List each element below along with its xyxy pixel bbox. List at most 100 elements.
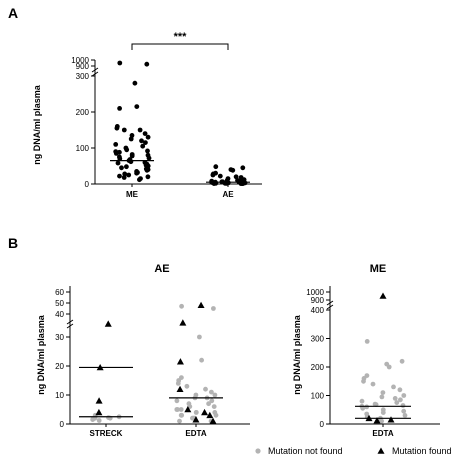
panel-b-point-not-found — [178, 407, 184, 412]
panel-b-letter: B — [8, 235, 18, 251]
panel-c-point-not-found — [359, 398, 365, 404]
panel-a-data-point — [124, 164, 129, 170]
panel-b-point-not-found — [211, 404, 217, 409]
panel-c-y-tick-label: 100 — [311, 392, 325, 401]
panel-a-data-point — [113, 142, 119, 147]
panel-b-axis-break — [66, 319, 74, 329]
panel-b-point-not-found — [96, 418, 102, 423]
panel-a-data-point — [119, 165, 124, 171]
panel-b-point-not-found — [175, 381, 181, 386]
panel-a-y-tick-label: 300 — [76, 72, 90, 81]
panel-b-point-found — [95, 397, 103, 404]
panel-b-point-not-found — [211, 306, 216, 311]
panel-a-data-point — [143, 140, 148, 146]
panel-a-data-point — [145, 134, 151, 140]
legend-not-found-label: Mutation not found — [268, 446, 343, 456]
panel-b-y-tick-label: 10 — [55, 391, 64, 400]
panel-a-data-point — [240, 165, 246, 171]
panel-c-point-not-found — [399, 358, 405, 364]
panel-b-point-found — [184, 406, 192, 413]
panel-c-y-label: ng DNA/ml plasma — [292, 314, 302, 395]
panel-c-point-not-found — [400, 403, 406, 408]
panel-c-y-tick-label: 400 — [311, 306, 325, 315]
panel-c-point-not-found — [397, 387, 403, 393]
panel-b-title: AE — [154, 263, 169, 275]
panel-a-data-point — [146, 155, 152, 161]
panel-c-y-tick-label: 900 — [311, 296, 325, 305]
panel-b-y-tick-label: 60 — [55, 288, 64, 297]
panel-b-y-tick-label: 30 — [55, 333, 64, 342]
panel-a-data-point — [117, 60, 123, 66]
panel-c-y-tick-label: 300 — [311, 335, 325, 344]
panel-a-y-tick-label: 200 — [76, 108, 90, 117]
panel-c-point-not-found — [379, 394, 385, 400]
panel-b-point-found — [206, 411, 214, 419]
panel-b-point-not-found — [174, 398, 180, 404]
panel-a-data-point — [142, 131, 148, 137]
panel-a-data-point — [213, 164, 219, 170]
panel-c-point-not-found — [391, 384, 396, 390]
legend-not-found-marker — [255, 448, 261, 454]
panel-b-point-not-found — [177, 418, 182, 424]
panel-a-category-label: AE — [222, 190, 234, 199]
panel-b-point-found — [201, 408, 209, 416]
panel-b-point-not-found — [206, 401, 212, 407]
panel-b-category-label: EDTA — [185, 429, 206, 438]
panel-a-data-point — [122, 171, 128, 177]
panel-a-data-point — [134, 170, 140, 176]
panel-c-point-not-found — [361, 378, 366, 384]
panel-b-point-not-found — [203, 386, 208, 392]
panel-b-point-not-found — [199, 357, 205, 363]
panel-b-point-not-found — [179, 303, 185, 309]
panel-a-data-point — [117, 106, 122, 111]
panel-c-point-not-found — [380, 390, 386, 395]
panel-a-data-point — [132, 80, 138, 86]
panel-b-y-tick-label: 50 — [55, 299, 64, 308]
panel-c-point-not-found — [401, 393, 407, 398]
panel-a-data-point — [117, 173, 122, 179]
panel-a-y-tick-label: 100 — [76, 144, 90, 153]
significance-bracket — [131, 43, 229, 50]
panel-a-y-tick-label: 900 — [76, 62, 90, 71]
panel-b-point-not-found — [212, 392, 218, 398]
panel-b-point-found — [176, 358, 184, 365]
panel-c-point-not-found — [401, 408, 407, 414]
panel-a-data-point — [144, 167, 150, 173]
panel-c-point-not-found — [402, 413, 408, 418]
panel-a-y-tick-label: 0 — [85, 180, 90, 189]
panel-c-y-tick-label: 0 — [320, 420, 325, 429]
panel-b-point-found — [176, 385, 184, 392]
panel-a-data-point — [128, 136, 134, 142]
panel-c-point-not-found — [386, 364, 392, 370]
panel-a-data-point — [115, 160, 121, 166]
panel-a-data-point — [139, 138, 144, 144]
panel-a-letter: A — [8, 5, 18, 21]
panel-c-point-not-found — [380, 410, 386, 415]
panel-b-y-tick-label: 20 — [55, 362, 64, 371]
panel-b-point-found — [95, 408, 103, 416]
panel-b-point-found — [192, 416, 200, 423]
panel-a-y-tick-label: 1000 — [71, 56, 89, 65]
panel-b-category-label: STRECK — [90, 429, 123, 438]
panel-c-point-found — [387, 416, 395, 423]
legend-found-marker — [377, 447, 385, 454]
panel-c-point-not-found — [364, 339, 370, 344]
panel-a-data-point — [124, 147, 130, 153]
panel-b-point-not-found — [209, 398, 215, 404]
panel-a-data-point — [126, 172, 132, 178]
panel-b-point-not-found — [179, 412, 185, 418]
panel-b-point-not-found — [213, 412, 219, 418]
panel-b-point-not-found — [197, 334, 202, 340]
panel-a-data-point — [137, 127, 143, 133]
panel-a-data-point — [217, 173, 223, 179]
panel-a-data-point — [137, 177, 142, 183]
panel-b-point-not-found — [175, 407, 180, 412]
panel-c-title: ME — [370, 263, 387, 275]
panel-a-data-point — [233, 174, 239, 180]
panel-a-data-point — [230, 167, 236, 173]
panel-c-point-not-found — [394, 400, 400, 405]
significance-label: *** — [174, 31, 188, 43]
panel-b-point-found — [209, 417, 217, 424]
panel-b-point-not-found — [184, 383, 190, 389]
